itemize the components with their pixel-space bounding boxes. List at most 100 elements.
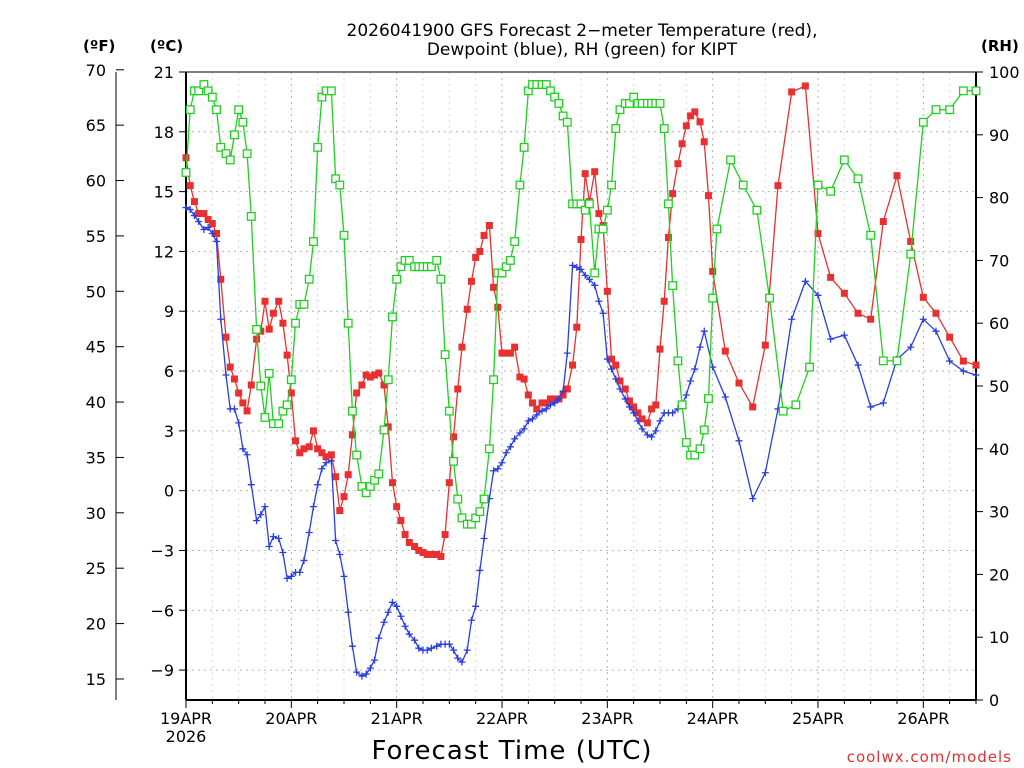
rh-point <box>878 356 888 366</box>
dewpoint-point <box>243 451 251 459</box>
dewpoint-point <box>529 415 537 423</box>
fahrenheit-tick-label: 45 <box>86 338 106 357</box>
temperature-point <box>932 309 940 317</box>
temperature-point <box>433 550 441 558</box>
dewpoint-point <box>397 612 405 620</box>
rh-point <box>426 262 436 272</box>
rh-point <box>432 255 442 265</box>
dewpoint-point <box>415 644 423 652</box>
temperature-point <box>563 385 571 393</box>
rh-point <box>510 237 520 247</box>
rh-point <box>765 293 774 303</box>
dewpoint-point <box>919 315 927 323</box>
rh-point <box>931 105 941 115</box>
rh-point <box>392 274 402 284</box>
temperature-point <box>735 379 743 387</box>
dewpoint-point <box>208 229 216 237</box>
dewpoint-point <box>867 403 875 411</box>
rh-point <box>958 86 968 96</box>
rh-point <box>584 199 594 209</box>
rh-point <box>207 92 217 102</box>
dewpoint-point <box>217 315 225 323</box>
temperature-point <box>230 375 238 383</box>
dewpoint-point <box>520 425 528 433</box>
dewpoint-point <box>932 327 940 335</box>
dewpoint-point <box>506 443 514 451</box>
dewpoint-point <box>411 636 419 644</box>
x-tick-label: 26APR <box>897 709 949 728</box>
fahrenheit-tick-label: 20 <box>86 615 106 634</box>
temperature-point <box>292 437 300 445</box>
rh-point <box>853 174 863 184</box>
celsius-tick-label: 6 <box>164 362 174 381</box>
rh-point <box>383 375 393 385</box>
celsius-tick-label: 15 <box>154 183 174 202</box>
temperature-point <box>332 473 340 481</box>
dewpoint-point <box>265 542 273 550</box>
dewpoint-point <box>498 459 506 467</box>
temperature-point <box>801 82 809 90</box>
temperature-point <box>419 548 427 556</box>
dewpoint-point <box>840 331 848 339</box>
temperature-point <box>879 218 887 226</box>
rh-point <box>668 281 678 290</box>
temperature-point <box>700 138 708 146</box>
dewpoint-point <box>652 427 660 435</box>
dewpoint-point <box>854 361 862 369</box>
rh-point <box>335 180 345 190</box>
dewpoint-point <box>599 309 607 317</box>
dewpoint-point <box>735 437 743 445</box>
temperature-point <box>669 190 677 198</box>
rh-point <box>704 394 713 404</box>
dewpoint-point <box>458 658 466 666</box>
temperature-point <box>476 247 484 255</box>
rh-point <box>726 155 736 165</box>
dewpoint-point <box>591 281 599 289</box>
rh-point <box>181 168 191 177</box>
temperature-point <box>353 389 361 397</box>
dewpoint-point <box>476 566 484 574</box>
temperature-point <box>774 182 782 190</box>
temperature-point <box>595 210 603 218</box>
dewpoint-point <box>463 646 471 654</box>
temperature-point <box>309 427 317 435</box>
dewpoint-point <box>353 668 361 676</box>
rh-point <box>449 456 458 466</box>
rh-point <box>238 117 248 127</box>
fahrenheit-tick-label: 25 <box>86 559 106 578</box>
temperature-point <box>538 399 546 407</box>
dewpoint-point <box>538 407 546 415</box>
chart-title-line2: Dewpoint (blue), RH (green) for KIPT <box>427 40 738 60</box>
temperature-point <box>893 172 901 180</box>
rh-point <box>457 513 467 523</box>
rh-point <box>343 318 353 328</box>
dewpoint-point <box>348 642 356 650</box>
dewpoint-point <box>300 556 308 564</box>
dewpoint-point <box>366 664 374 672</box>
dewpoint-point <box>643 431 651 439</box>
temperature-point <box>287 389 295 397</box>
dewpoint-point <box>405 630 413 638</box>
temperature-point <box>959 357 967 365</box>
rh-point <box>945 105 955 115</box>
temperature-point <box>467 277 475 285</box>
temperature-point <box>222 333 230 341</box>
rh-point <box>274 419 284 429</box>
dewpoint-point <box>327 457 335 465</box>
temperature-point <box>283 351 291 359</box>
dewpoint-point <box>946 357 954 365</box>
temperature-point <box>253 335 261 343</box>
celsius-tick-label: 9 <box>164 302 174 321</box>
temperature-point <box>634 409 642 417</box>
celsius-tick-label: −6 <box>150 601 174 620</box>
rh-point <box>791 400 801 410</box>
temperature-point <box>919 293 927 301</box>
temperature-point <box>239 399 247 407</box>
dewpoint-point <box>314 481 322 489</box>
temperature-point <box>415 546 423 554</box>
dewpoint-point <box>186 206 194 214</box>
rh-point <box>906 249 916 259</box>
temperature-point <box>972 361 980 369</box>
dewpoint-point <box>502 449 510 457</box>
fahrenheit-tick-label: 55 <box>86 227 106 246</box>
